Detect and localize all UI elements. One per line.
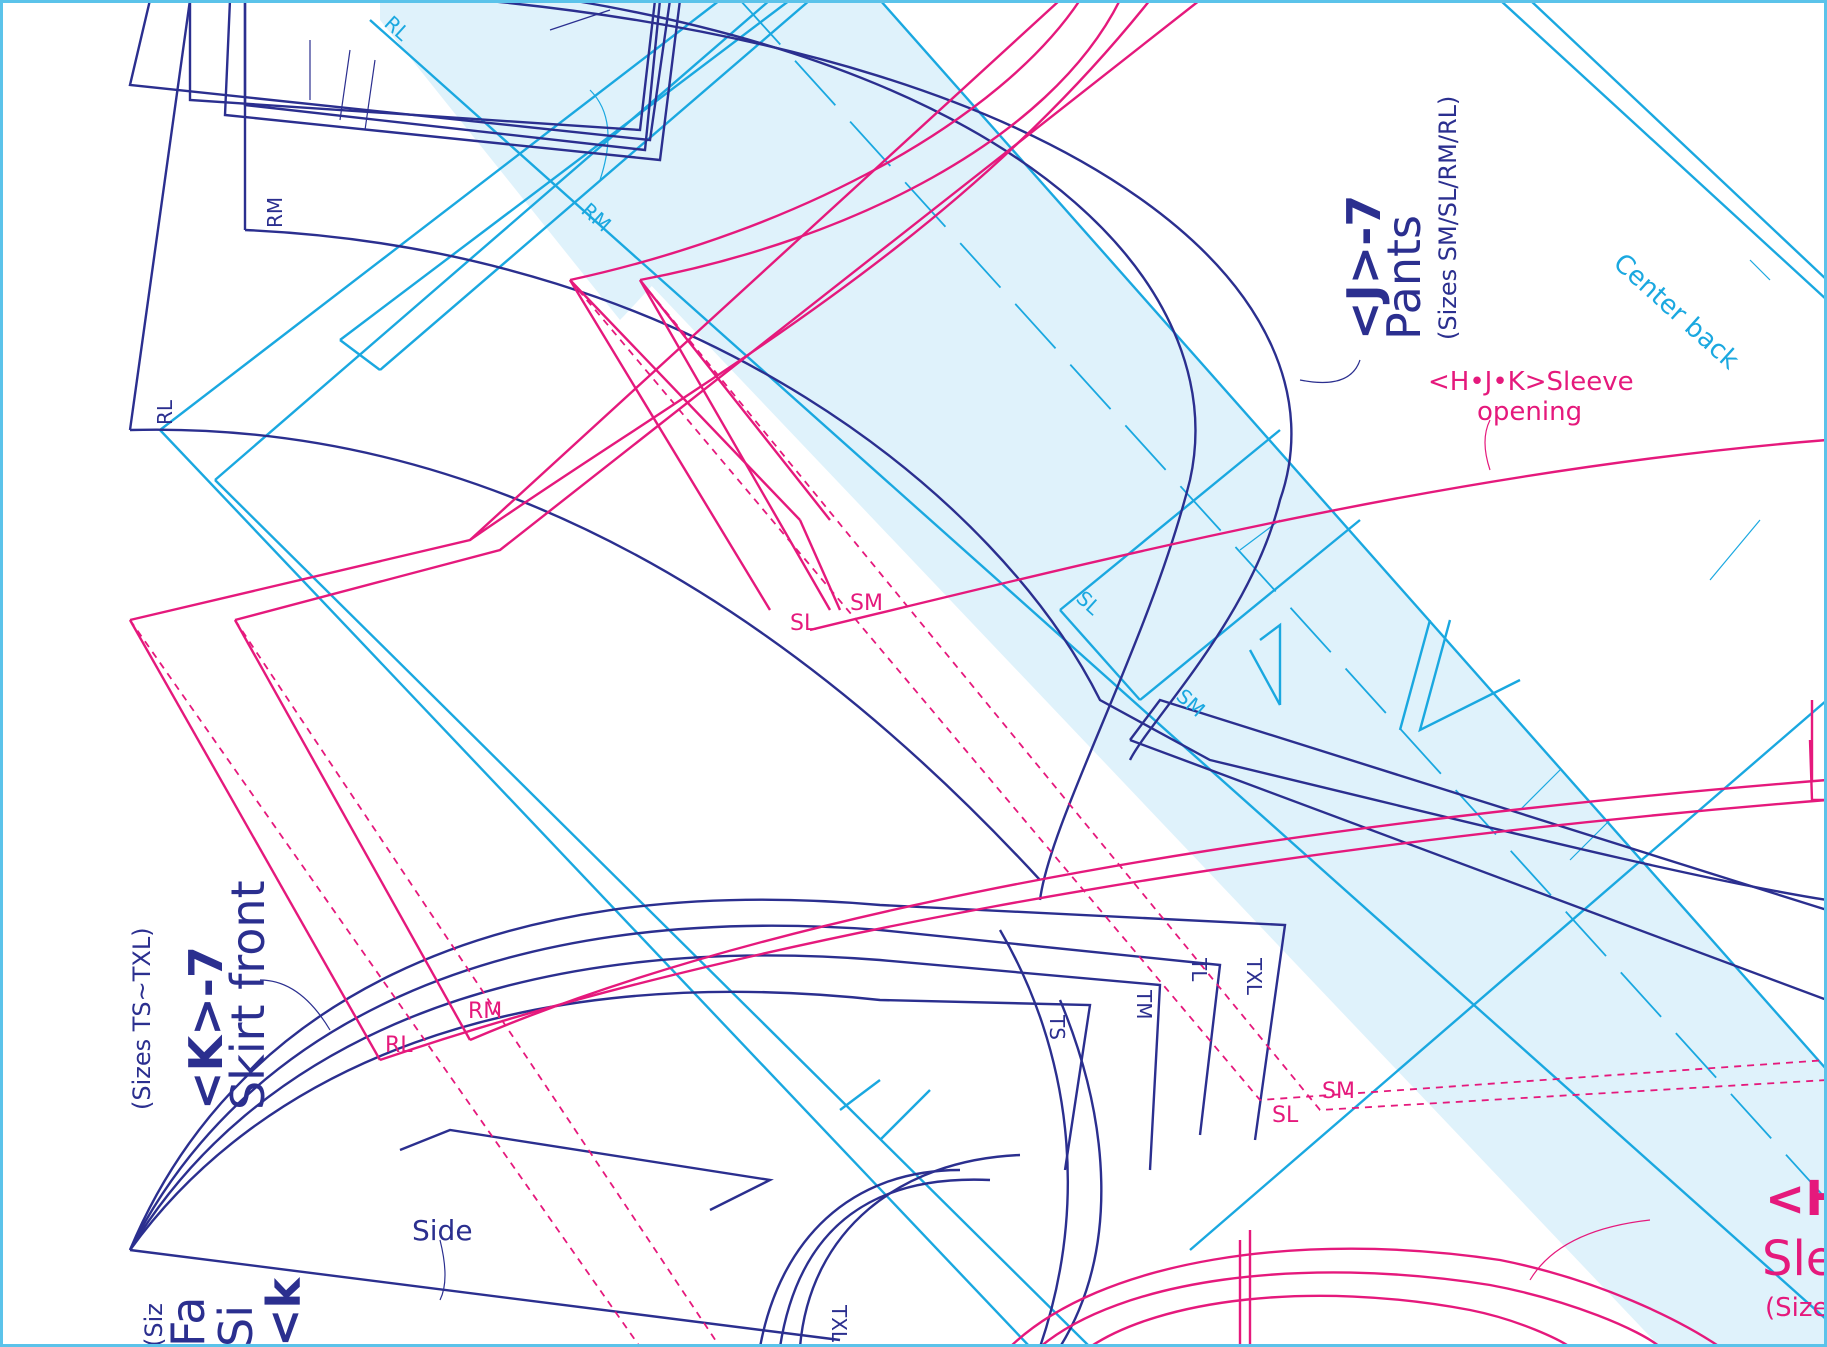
pants-cyan-outline (159, 0, 1827, 1347)
pants-top-band (380, 0, 740, 320)
side-label: Side (412, 1214, 473, 1247)
size-label-tl: TL (1187, 957, 1211, 982)
size-label-rl-pink: RL (385, 1033, 413, 1058)
partial-line1: Si (209, 1305, 263, 1347)
pants-side-curve-2 (569, 0, 1197, 901)
pants-hem-line (1129, 698, 1827, 912)
size-label-tm: TM (1132, 989, 1156, 1019)
pants-name: Pants (1377, 215, 1431, 340)
partial-sizes: (Siz (140, 1303, 168, 1347)
size-label-txl-bottom: TXL (827, 1304, 851, 1343)
sleeve-opening-line2: opening (1477, 397, 1582, 427)
size-label-ts: TS (1045, 1014, 1069, 1040)
sleeve-opening-line1: <H•J•K>Sleeve (1428, 367, 1634, 397)
size-label-rm-pink: RM (468, 999, 502, 1024)
pants-code: <J>-7 (1337, 195, 1391, 340)
size-label-txl: TXL (1242, 957, 1266, 996)
pants-sizes: (Sizes SM/SL/RM/RL) (1434, 96, 1462, 340)
sleeve-code: <H (1765, 1171, 1827, 1227)
skirt-front-name: Skirt front (221, 880, 275, 1110)
pants-side-curve (479, 0, 1293, 761)
center-back-leader (1299, 359, 1361, 384)
size-label-rm-left: RM (263, 197, 287, 228)
size-label-sl-bottom: SL (1272, 1103, 1299, 1128)
skirt-front-code: <K>-7 (179, 946, 233, 1110)
skirt-front-sizes: (Sizes TS~TXL) (128, 927, 156, 1110)
pants-title-group: <J>-7 Pants (Sizes SM/SL/RM/RL) (1337, 96, 1462, 340)
size-label-sm-bottom: SM (1322, 1079, 1355, 1104)
top-left-navy-pieces (128, 0, 682, 431)
size-label-sm-mid: SM (850, 591, 883, 616)
center-back-label: Center back (1607, 248, 1744, 376)
size-label-rl-left: RL (153, 399, 177, 425)
pants-crotch-curve-outer (244, 228, 1827, 902)
sleeve-sizes: (Size (1765, 1293, 1827, 1323)
pants-crotch-curve-inner (129, 428, 1041, 881)
sleeve-name: Sle (1762, 1231, 1827, 1287)
partial-code: <k (257, 1276, 311, 1347)
partial-line2: Fa (161, 1297, 215, 1347)
skirt-front-title-group: <K>-7 Skirt front (Sizes TS~TXL) (128, 880, 275, 1110)
skirt-front-navy-outlines (128, 898, 1287, 1347)
size-label-sl-mid: SL (790, 611, 817, 636)
sleeve-magenta-outlines (128, 0, 1827, 1347)
partial-bottom-title-group: <k Si Fa (Siz (140, 1276, 311, 1347)
